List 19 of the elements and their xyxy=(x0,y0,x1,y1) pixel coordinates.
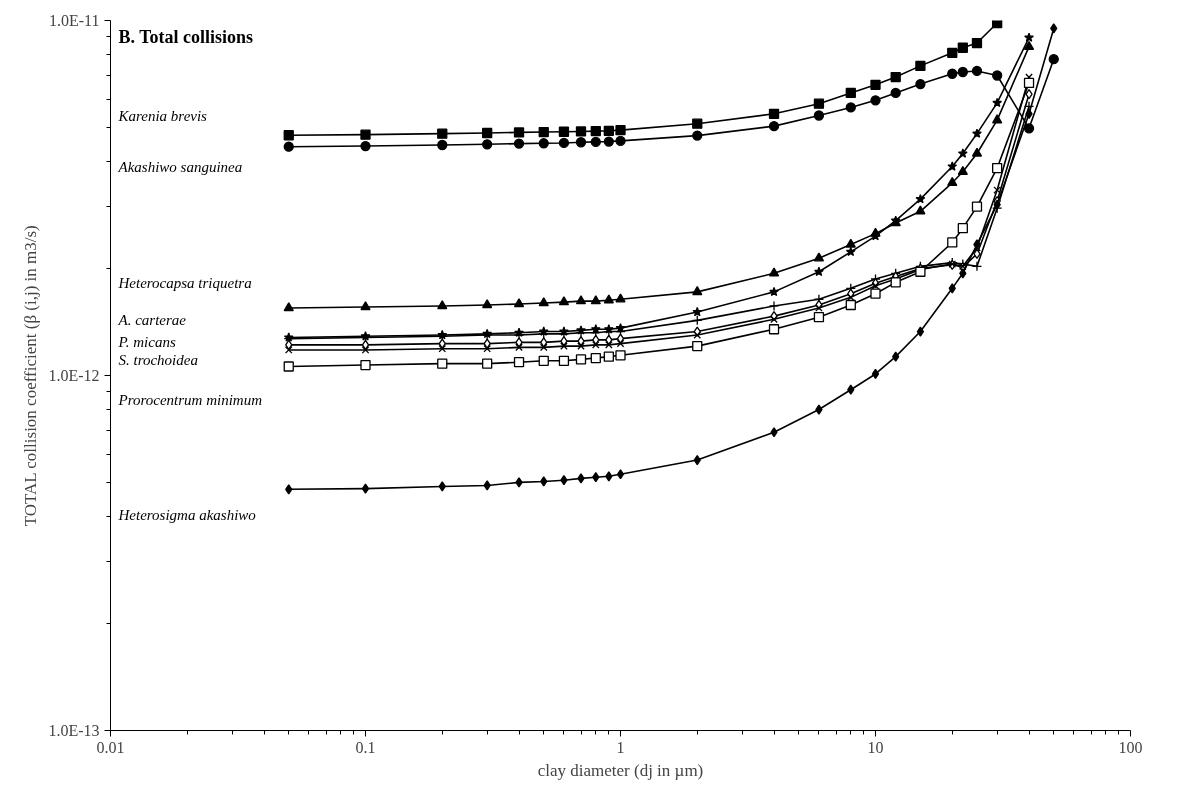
annotation: Prorocentrum minimum xyxy=(117,391,263,408)
x-tick-label: 0.01 xyxy=(96,738,125,756)
y-tick-label: 1.0E-13 xyxy=(48,722,100,739)
annotation: A. carterae xyxy=(117,311,187,328)
y-tick-label: 1.0E-12 xyxy=(48,367,100,384)
x-axis-title: clay diameter (dj in µm) xyxy=(537,760,704,780)
annotation: P. micans xyxy=(117,333,176,350)
annotation: S. trochoidea xyxy=(118,351,198,368)
chart-title: B. Total collisions xyxy=(118,26,254,47)
y-tick-label: 1.0E-11 xyxy=(48,12,100,29)
annotation: Akashiwo sanguinea xyxy=(117,158,243,175)
x-tick-label: 100 xyxy=(1118,738,1143,756)
y-axis-title: TOTAL collision coefficient (β (i,j) in m3/s) xyxy=(21,225,41,527)
annotation: Heterosigma akashiwo xyxy=(117,506,257,523)
annotation: Heterocapsa triquetra xyxy=(117,274,252,291)
x-tick-label: 0.1 xyxy=(355,738,376,756)
x-tick-label: 10 xyxy=(867,738,884,756)
x-tick-label: 1 xyxy=(616,738,625,756)
annotation: Karenia brevis xyxy=(117,107,208,124)
